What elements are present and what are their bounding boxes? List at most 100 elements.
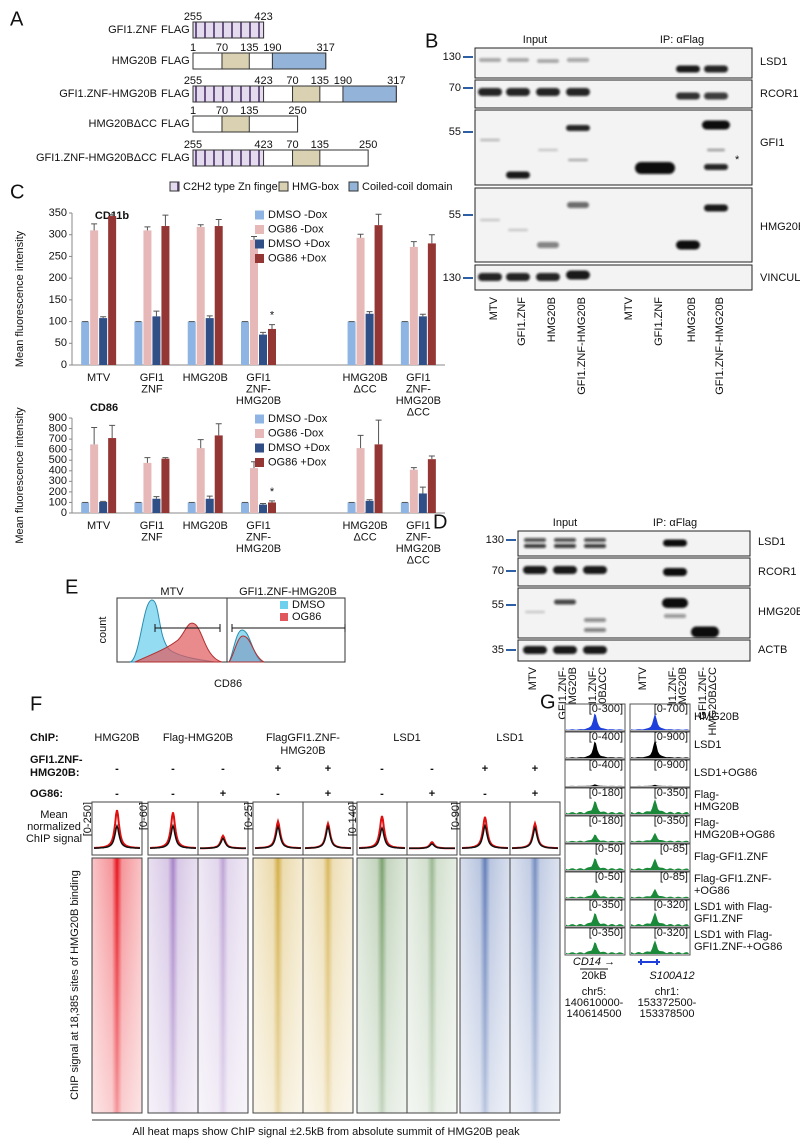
profile-black [409,843,455,850]
profile-black [150,823,196,849]
heatmap-fade [148,858,198,1113]
error-bar [100,316,107,319]
blot-band [480,218,500,222]
protein-label: RCOR1 [758,566,797,578]
profile-black [305,824,351,849]
bar [161,226,170,365]
blot-band [523,566,547,574]
y-tick-label: 350 [49,207,67,219]
error-bar [410,241,417,247]
track-range: [0-85] [660,843,688,855]
track-signal [631,940,689,954]
zinc-finger-domain [192,21,265,39]
residue-number: 255 [184,139,202,151]
track-label: Flag-HMG20B+OG86 [694,817,775,841]
bar [409,469,418,513]
protein-label: ACTB [758,644,787,656]
blot-header: Input [523,34,547,46]
profile-black [358,825,406,849]
profile-black [255,824,301,849]
hmg-box-domain [292,149,321,167]
blot-band [553,566,577,574]
y-tick-label: 200 [49,272,67,284]
blot-band [567,202,589,208]
histogram-og86 [227,635,265,663]
blot-band [537,242,559,248]
bar [214,226,223,365]
text-line: ΔCC [407,406,430,418]
construct-tag: FLAG [161,24,190,36]
blot-band [507,58,529,62]
error-bar [410,467,417,470]
protein-label: VINCULIN [760,272,800,284]
y-tick-label: 200 [49,486,67,498]
text-line: GFI1 [406,372,430,384]
blot-band [479,58,501,62]
heatmap-frame [91,857,143,1114]
condition-sign: + [482,763,488,775]
track-signal [566,858,624,870]
text-line: ChIP signal [26,833,82,845]
residue-number: 255 [184,75,202,87]
blot-panel [517,530,751,557]
bar [259,334,267,365]
heatmap-frame [302,857,354,1114]
gate [154,624,346,632]
residue-number: 317 [387,75,405,87]
profile-black [511,825,559,849]
x-tick-label: GFI1 ZNF-HMG20B ΔCC [396,520,441,567]
residue-number: 135 [311,139,329,151]
coordinates: chr5: 140610000-140614500 [565,986,624,1020]
y-tick-label: 700 [49,433,67,445]
error-bar [206,495,213,499]
bar [214,435,223,513]
error-bar [269,500,275,503]
condition-sign: + [429,788,435,800]
track-signal [566,801,624,814]
blot-panel [474,187,753,263]
size-marker: 35 [492,644,504,656]
blot-band [663,568,687,576]
blot-band [676,65,700,73]
text-line: 153372500- [638,997,697,1009]
bar [374,225,383,365]
bar [196,226,205,365]
bar [418,316,427,365]
condition-sign: - [276,788,280,800]
bar [241,502,249,513]
blot-band [506,171,530,179]
blot-panel [517,557,751,587]
text-line: ZNF- [406,383,431,395]
condition-sign: + [532,763,538,775]
hmg-box-domain [221,52,250,70]
residue-number: 250 [359,139,377,151]
blot-band [691,626,719,638]
blot-band [663,539,687,547]
error-bar [215,219,222,227]
bar [99,318,108,365]
condition-sign: - [380,788,384,800]
profile-black [200,837,246,850]
track-label: LSD1 with Flag-GFI1.ZNF [694,901,773,925]
construct-label: GFI1.ZNF [108,24,157,36]
range-label: [0-90] [450,802,462,830]
y-tick-label: 800 [49,422,67,434]
text-line: HMG20B [567,667,579,712]
heatmap-fade [407,858,457,1113]
lane-label: MTV [488,296,500,320]
residue-number: 135 [311,75,329,87]
blot-header: IP: αFlag [653,517,697,529]
track-range: [0-900] [654,731,688,743]
track-box [629,815,691,844]
track-label: Flag-HMG20B [694,789,739,813]
track-signal [631,912,689,926]
error-bar [419,313,426,317]
text-line: ΔCC [407,554,430,566]
range-label: [0-250] [82,802,94,836]
condition-sign: + [275,763,281,775]
legend-swatch [169,181,180,192]
text-line: normalized [27,821,81,833]
y-tick-label: 400 [49,465,67,477]
hmg-box-domain [292,85,321,103]
blot-panel [474,47,753,79]
